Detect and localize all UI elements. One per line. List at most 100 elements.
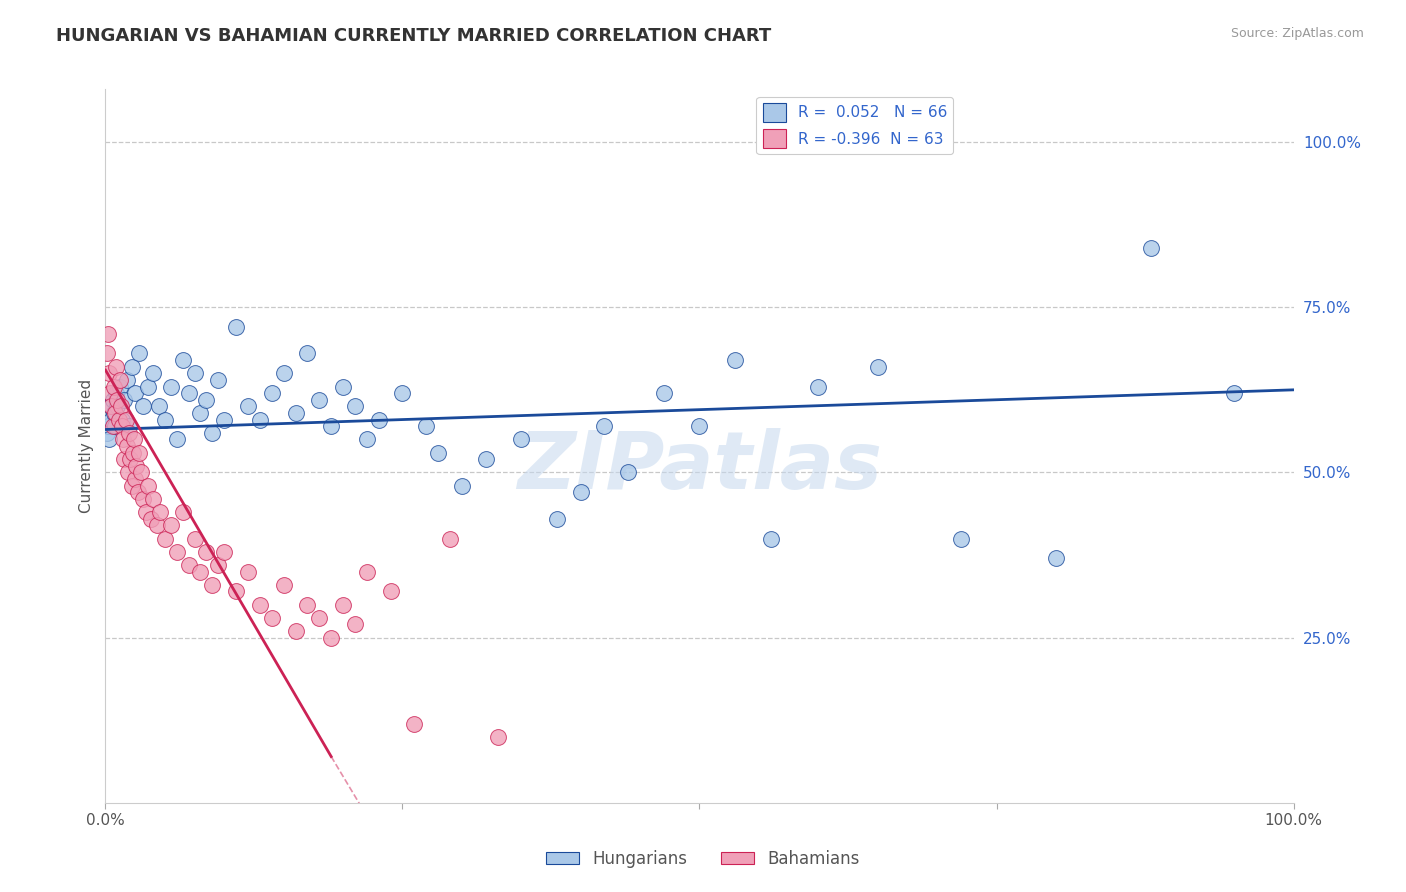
Point [105,359,128,374]
Point [343,400,366,414]
Point [391,386,413,401]
Point [260,386,283,401]
Legend: Hungarians, Bahamians: Hungarians, Bahamians [540,844,866,875]
Point [127,485,149,500]
Point [404,716,426,731]
Point [569,485,592,500]
Point [105,400,128,414]
Point [415,419,437,434]
Point [121,359,143,374]
Point [139,511,162,525]
Point [105,386,128,401]
Point [207,373,229,387]
Point [97,326,120,341]
Point [195,545,218,559]
Point [284,406,307,420]
Point [321,419,343,434]
Point [128,346,150,360]
Point [114,392,136,407]
Point [617,466,640,480]
Point [1140,241,1163,255]
Point [159,518,181,533]
Point [166,545,188,559]
Point [427,445,450,459]
Point [321,631,343,645]
Point [439,532,461,546]
Point [172,505,194,519]
Point [214,545,236,559]
Point [98,400,121,414]
Point [343,617,366,632]
Point [145,518,167,533]
Point [214,412,236,426]
Point [124,472,146,486]
Point [332,379,354,393]
Point [236,400,259,414]
Point [108,373,131,387]
Point [101,392,124,407]
Point [724,353,747,368]
Point [332,598,354,612]
Point [148,400,170,414]
Point [114,452,136,467]
Text: ZIPatlas: ZIPatlas [517,428,882,507]
Point [121,445,143,459]
Point [111,412,134,426]
Point [249,598,271,612]
Point [108,379,131,393]
Point [225,320,247,334]
Point [136,379,159,393]
Point [125,458,148,473]
Point [100,412,122,426]
Point [153,532,176,546]
Point [135,505,157,519]
Point [308,392,330,407]
Point [195,392,218,407]
Point [142,491,165,506]
Point [100,400,122,414]
Legend: R =  0.052   N = 66, R = -0.396  N = 63: R = 0.052 N = 66, R = -0.396 N = 63 [756,97,953,154]
Point [866,359,889,374]
Point [593,419,616,434]
Point [689,419,711,434]
Point [96,346,118,360]
Point [949,532,972,546]
Point [166,433,188,447]
Point [104,406,127,420]
Point [201,578,224,592]
Point [136,478,159,492]
Point [759,532,782,546]
Point [356,565,378,579]
Text: HUNGARIAN VS BAHAMIAN CURRENTLY MARRIED CORRELATION CHART: HUNGARIAN VS BAHAMIAN CURRENTLY MARRIED … [56,27,772,45]
Point [380,584,402,599]
Point [297,346,319,360]
Point [1045,551,1067,566]
Point [110,400,132,414]
Point [98,386,121,401]
Point [103,379,125,393]
Point [132,491,155,506]
Point [128,445,150,459]
Point [183,367,205,381]
Point [153,412,176,426]
Point [97,419,120,434]
Point [112,433,135,447]
Point [107,412,129,426]
Point [122,433,145,447]
Point [474,452,496,467]
Point [183,532,205,546]
Point [190,406,212,420]
Point [104,419,127,434]
Point [115,439,138,453]
Point [121,478,143,492]
Point [273,367,295,381]
Point [510,433,533,447]
Point [546,511,568,525]
Point [284,624,307,638]
Point [201,425,224,440]
Point [356,433,378,447]
Point [118,425,141,440]
Point [367,412,389,426]
Y-axis label: Currently Married: Currently Married [79,379,94,513]
Point [159,379,181,393]
